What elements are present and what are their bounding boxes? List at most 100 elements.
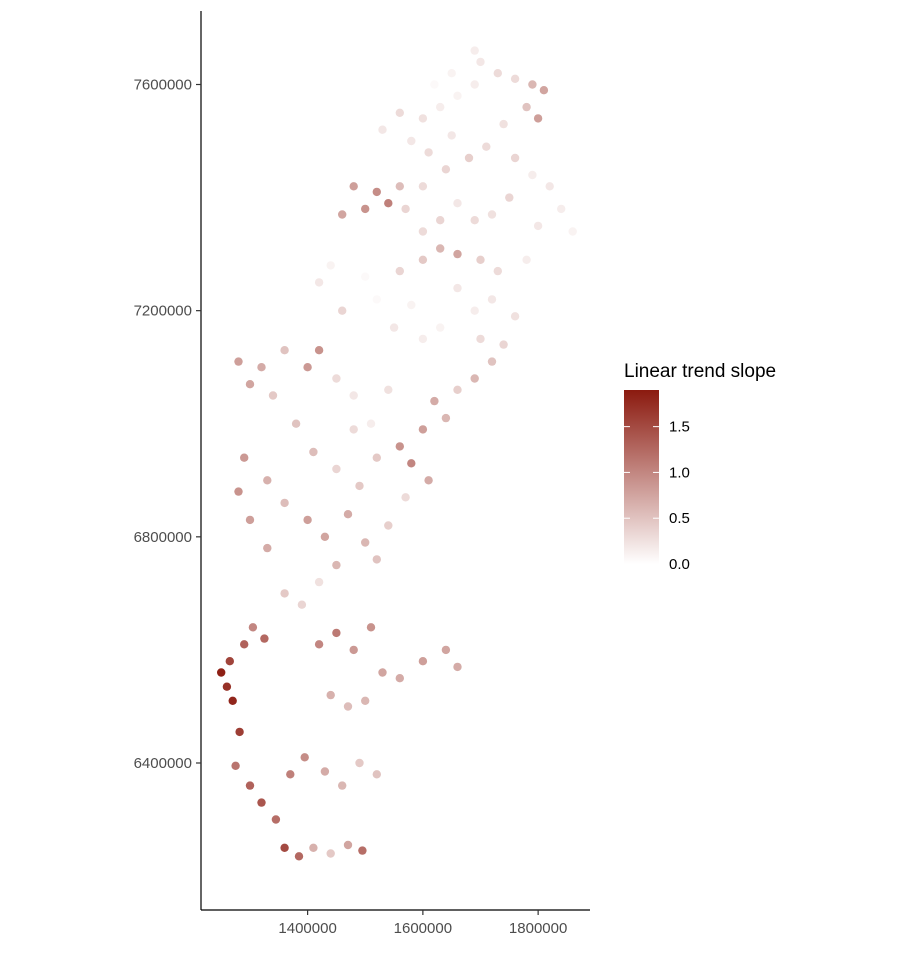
data-point bbox=[257, 363, 266, 372]
y-axis-ticks: 6400000 6800000 7200000 7600000 bbox=[134, 77, 201, 772]
data-point bbox=[522, 255, 531, 264]
data-point bbox=[314, 640, 324, 649]
data-point bbox=[418, 425, 428, 434]
data-point bbox=[372, 555, 381, 564]
data-point bbox=[361, 272, 370, 281]
data-point bbox=[355, 758, 364, 768]
y-tick-label: 7600000 bbox=[134, 77, 192, 94]
legend-title: Linear trend slope bbox=[624, 361, 776, 382]
data-point bbox=[248, 623, 258, 632]
data-point bbox=[297, 600, 307, 609]
data-point bbox=[260, 634, 269, 643]
data-point bbox=[280, 843, 289, 852]
legend-tick-label: 0.5 bbox=[669, 510, 690, 527]
data-point bbox=[453, 249, 462, 259]
legend-colorbar bbox=[624, 390, 659, 564]
data-point bbox=[441, 645, 451, 655]
data-point bbox=[263, 543, 272, 553]
data-point bbox=[430, 80, 439, 89]
data-point bbox=[482, 142, 491, 151]
data-point bbox=[389, 323, 399, 332]
data-point bbox=[476, 255, 485, 264]
data-point bbox=[453, 283, 462, 293]
data-point bbox=[493, 266, 502, 276]
data-point bbox=[528, 80, 537, 89]
data-point bbox=[280, 498, 289, 508]
data-point bbox=[418, 334, 428, 344]
data-point bbox=[263, 476, 272, 485]
data-point bbox=[378, 668, 387, 677]
data-point bbox=[505, 193, 514, 202]
data-point bbox=[539, 86, 549, 95]
data-point bbox=[257, 798, 266, 807]
data-point bbox=[366, 419, 376, 428]
data-point bbox=[240, 640, 249, 649]
data-point bbox=[487, 210, 497, 219]
data-point bbox=[510, 74, 520, 84]
data-point bbox=[361, 696, 370, 705]
data-point bbox=[470, 306, 479, 315]
legend: Linear trend slope 0.0 0.5 1.0 1.5 bbox=[624, 361, 776, 573]
data-point bbox=[418, 114, 428, 123]
data-point bbox=[436, 244, 445, 253]
data-point bbox=[470, 374, 479, 383]
data-point bbox=[441, 413, 451, 423]
data-point bbox=[441, 165, 451, 174]
data-point bbox=[418, 255, 428, 264]
x-axis-ticks: 1400000 1600000 1800000 bbox=[278, 910, 567, 937]
data-point bbox=[395, 108, 404, 118]
data-point bbox=[453, 662, 462, 672]
data-point bbox=[332, 628, 341, 638]
data-point bbox=[557, 204, 566, 214]
data-point bbox=[280, 589, 289, 598]
data-point bbox=[395, 442, 404, 451]
data-point bbox=[320, 767, 330, 776]
data-point bbox=[464, 153, 474, 163]
data-point bbox=[436, 102, 445, 112]
data-point bbox=[453, 199, 462, 208]
data-point bbox=[349, 391, 358, 400]
data-point bbox=[395, 182, 404, 191]
data-point bbox=[372, 453, 381, 462]
data-point bbox=[407, 459, 416, 468]
data-point bbox=[401, 493, 410, 502]
data-point bbox=[528, 170, 537, 180]
data-point bbox=[314, 278, 324, 287]
data-point bbox=[568, 227, 577, 236]
data-point bbox=[372, 187, 381, 197]
data-point bbox=[309, 447, 318, 457]
data-point bbox=[407, 300, 416, 310]
data-point bbox=[320, 532, 330, 541]
data-point bbox=[286, 770, 295, 779]
data-point bbox=[309, 843, 318, 852]
data-point bbox=[533, 114, 543, 123]
data-point bbox=[234, 357, 243, 366]
data-point bbox=[430, 396, 439, 406]
data-point bbox=[510, 312, 520, 321]
data-point bbox=[343, 510, 353, 519]
data-point bbox=[349, 182, 358, 191]
data-point bbox=[447, 69, 456, 78]
data-point bbox=[401, 204, 410, 214]
data-point bbox=[372, 770, 381, 779]
data-point bbox=[355, 481, 364, 491]
data-point bbox=[300, 753, 309, 762]
legend-tick-label: 1.0 bbox=[669, 464, 690, 481]
data-point bbox=[280, 346, 289, 355]
legend-ticks: 0.0 0.5 1.0 1.5 bbox=[624, 419, 690, 573]
data-point bbox=[384, 385, 393, 394]
data-point bbox=[245, 781, 255, 790]
data-point bbox=[499, 119, 508, 129]
data-point bbox=[372, 295, 381, 304]
data-point bbox=[338, 210, 347, 219]
data-point bbox=[228, 696, 237, 705]
data-point bbox=[235, 727, 244, 737]
scatter-points bbox=[217, 46, 577, 861]
data-point bbox=[384, 199, 393, 208]
data-point bbox=[291, 419, 301, 428]
data-point bbox=[314, 346, 324, 355]
data-point bbox=[418, 657, 428, 666]
data-point bbox=[545, 182, 554, 191]
